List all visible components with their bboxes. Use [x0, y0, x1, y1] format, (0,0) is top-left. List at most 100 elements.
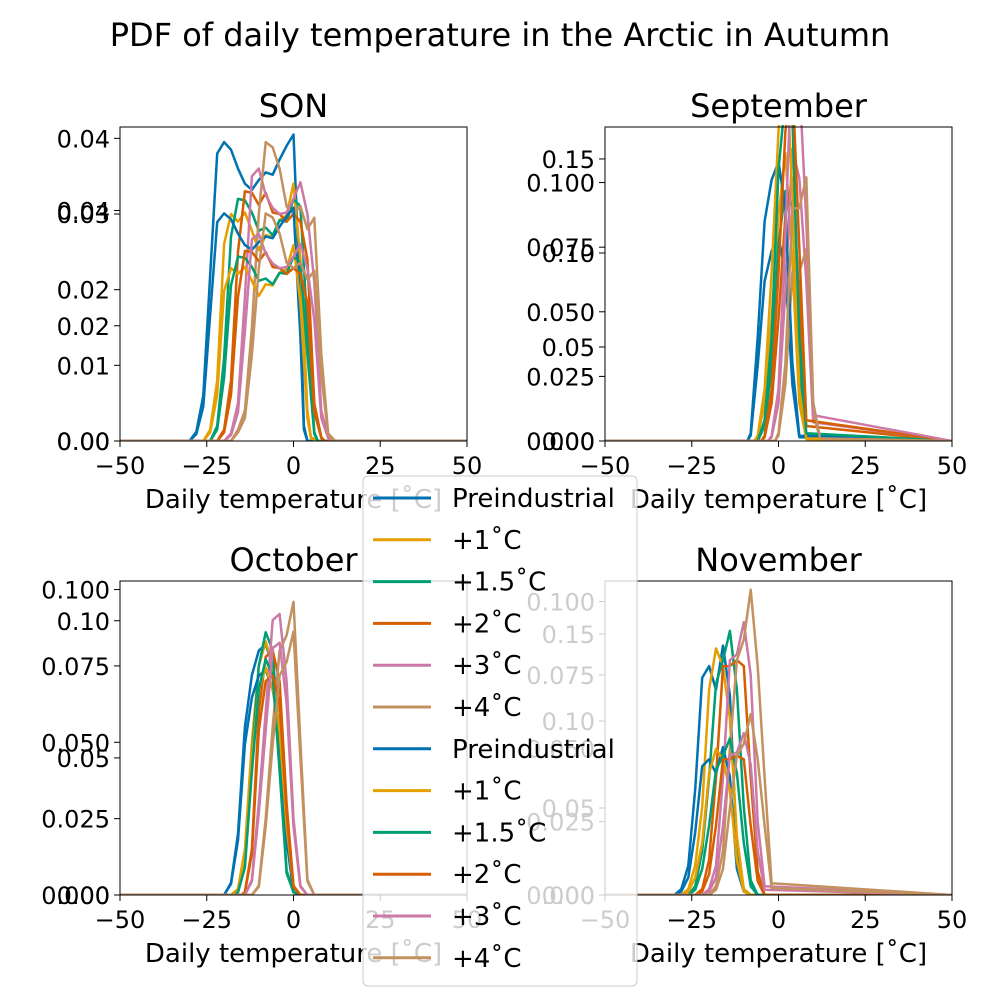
y-tick-label: 0.15	[542, 146, 595, 174]
legend-label: +1.5˚C	[452, 568, 546, 598]
panel-september: September −50 −25 0 25 50 Daily temperature [˚…	[526, 87, 968, 515]
legend-label: +1˚C	[452, 777, 521, 807]
series-line	[120, 140, 467, 441]
figure-suptitle: PDF of daily temperature in the Arctic i…	[110, 16, 891, 54]
y-tick-label: 0.00	[542, 428, 595, 456]
x-tick-label: 0	[771, 906, 786, 934]
x-tick-label: 50	[452, 452, 483, 480]
legend-entry: +1˚C	[373, 526, 521, 556]
legend-box	[362, 475, 638, 987]
y-tick-label: 0.00	[57, 428, 110, 456]
legend: Preindustrial +1˚C +1.5˚C +2˚C +3˚C +4˚C Prein…	[362, 475, 638, 987]
y-tick-label: 0.075	[526, 234, 595, 262]
legend-entry: +2˚C	[373, 860, 521, 890]
x-tick-label: −50	[95, 906, 146, 934]
series-line	[120, 657, 467, 895]
y-tick-label: 0.025	[526, 363, 595, 391]
x-tick-label: 25	[365, 452, 396, 480]
series-line	[120, 197, 467, 441]
y-tick-label: 0.000	[41, 882, 110, 910]
y-tick-label: 0.050	[526, 299, 595, 327]
x-axis-label: Daily temperature [˚C]	[630, 485, 927, 515]
legend-label: Preindustrial	[452, 735, 615, 765]
legend-label: +1.5˚C	[452, 818, 546, 848]
x-tick-label: 25	[850, 452, 881, 480]
y-tick-label: 0.02	[57, 313, 110, 341]
x-tick-label: −50	[580, 452, 631, 480]
series-line	[605, 658, 952, 895]
y-tick-label: 0.100	[41, 577, 110, 605]
series-group	[120, 630, 467, 895]
series-line	[120, 232, 467, 441]
series-line	[605, 747, 952, 895]
legend-label: +4˚C	[452, 944, 521, 974]
y-tick-label: 0.075	[41, 653, 110, 681]
series-line	[605, 125, 952, 441]
x-tick-label: 50	[937, 906, 968, 934]
y-tick-label: 0.03	[57, 201, 110, 229]
legend-label: +2˚C	[452, 860, 521, 890]
series-line	[605, 647, 952, 895]
series-line	[605, 644, 952, 895]
legend-label: +3˚C	[452, 651, 521, 681]
legend-entry: +4˚C	[373, 693, 521, 723]
panel-title: November	[695, 541, 862, 579]
legend-label: +4˚C	[452, 693, 521, 723]
series-line	[120, 255, 467, 441]
legend-entry: +2˚C	[373, 609, 521, 639]
series-line	[605, 629, 952, 895]
legend-entry: +3˚C	[373, 902, 521, 932]
y-tick-label: 0.025	[41, 806, 110, 834]
x-tick-label: −25	[666, 906, 717, 934]
x-axis-label: Daily temperature [˚C]	[630, 939, 927, 969]
y-tick-label: 0.000	[526, 428, 595, 456]
y-tick-label: 0.04	[57, 198, 110, 226]
series-group	[120, 133, 467, 441]
legend-entry: +1.5˚C	[373, 818, 546, 848]
series-line	[120, 249, 467, 441]
legend-entry: +4˚C	[373, 944, 521, 974]
series-line	[120, 630, 467, 895]
x-tick-label: 0	[771, 452, 786, 480]
legend-entry: +1.5˚C	[373, 568, 546, 598]
panel-title: October	[229, 541, 358, 579]
y-tick-label: 0.05	[542, 334, 595, 362]
legend-entry: Preindustrial	[373, 735, 615, 765]
series-line	[605, 125, 952, 441]
axes-frame	[119, 126, 468, 442]
y-tick-label: 0.05	[57, 745, 110, 773]
legend-label: +1˚C	[452, 526, 521, 556]
series-line	[605, 731, 952, 895]
legend-label: +3˚C	[452, 902, 521, 932]
series-line	[605, 588, 952, 895]
series-line	[120, 212, 467, 441]
x-tick-label: 25	[850, 906, 881, 934]
legend-entry: +1˚C	[373, 777, 521, 807]
y-tick-label: 0.00	[57, 882, 110, 910]
x-tick-label: 50	[937, 452, 968, 480]
series-line	[120, 243, 467, 441]
series-group	[605, 588, 952, 895]
x-tick-label: −25	[181, 906, 232, 934]
series-line	[605, 160, 952, 441]
y-tick-label: 0.00	[57, 428, 110, 456]
y-tick-label: 0.10	[542, 240, 595, 268]
panel-title: September	[690, 87, 868, 125]
x-tick-label: 0	[286, 452, 301, 480]
series-line	[605, 712, 952, 895]
series-line	[605, 754, 952, 895]
series-group	[120, 206, 467, 441]
series-group	[605, 712, 952, 895]
axes-frame	[604, 580, 953, 896]
series-group	[605, 125, 952, 441]
x-tick-label: −25	[181, 452, 232, 480]
y-tick-label: 0.04	[57, 125, 110, 153]
y-tick-label: 0.02	[57, 277, 110, 305]
series-line	[605, 125, 952, 441]
y-tick-label: 0.050	[41, 729, 110, 757]
x-tick-label: 0	[286, 906, 301, 934]
y-tick-label: 0.10	[57, 608, 110, 636]
panel-title: SON	[259, 87, 328, 125]
